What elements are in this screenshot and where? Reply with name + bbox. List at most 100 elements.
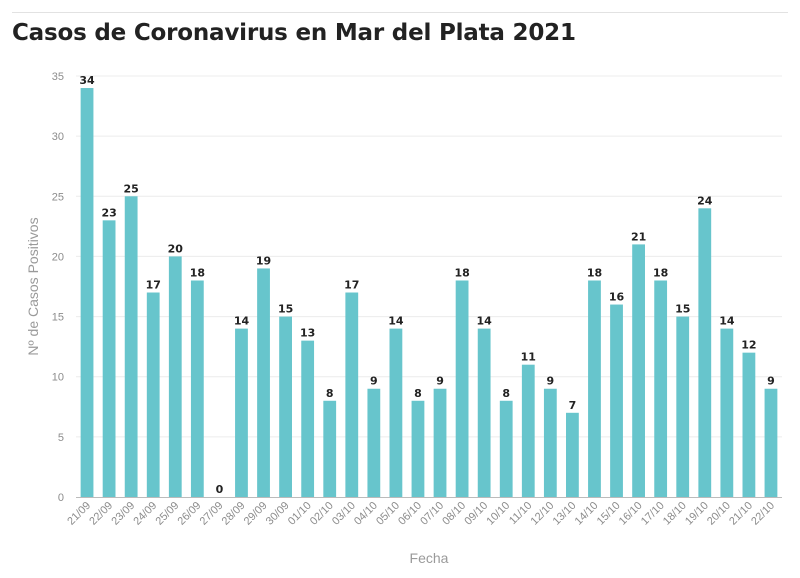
y-axis-title: Nº de Casos Positivos: [25, 217, 41, 355]
y-tick-label: 15: [52, 312, 64, 324]
data-label: 9: [370, 375, 378, 388]
data-label: 17: [146, 279, 161, 292]
bar-11-10: [521, 364, 535, 497]
y-tick-label: 25: [52, 191, 64, 203]
data-label: 15: [278, 303, 293, 316]
y-tick-label: 30: [52, 131, 64, 143]
y-tick-label: 10: [52, 372, 64, 384]
bar-02-10: [323, 400, 337, 497]
bar-20-10: [720, 328, 734, 497]
bar-30-09: [279, 316, 292, 497]
y-axis-ticks: 0 5 10 15 20 25 30 35: [52, 71, 64, 504]
x-tick-label: 15/10: [595, 500, 623, 528]
data-label: 11: [521, 351, 536, 364]
bar-09-10: [477, 328, 491, 497]
x-tick-label: 20/10: [705, 500, 733, 528]
x-tick-label: 16/10: [617, 500, 645, 528]
bar-26-09: [190, 280, 204, 497]
x-tick-label: 26/09: [176, 500, 204, 528]
bar-23-09: [124, 196, 138, 498]
bar-12-10: [543, 388, 557, 497]
data-label: 0: [216, 483, 224, 496]
bar-29-09: [257, 268, 270, 497]
data-label: 8: [502, 387, 510, 400]
data-label: 20: [168, 242, 184, 255]
x-tick-label: 21/10: [727, 500, 755, 528]
x-tick-label: 09/10: [462, 500, 490, 528]
data-label: 21: [631, 230, 646, 243]
bar-13-10: [566, 412, 579, 497]
bar-22-09: [102, 220, 116, 498]
bar-08-10: [455, 280, 469, 497]
bar-10-10: [499, 400, 513, 497]
data-label: 13: [300, 327, 315, 340]
bar-18-10: [676, 316, 690, 497]
bar-21-09: [80, 88, 94, 498]
x-tick-label: 21/09: [65, 500, 93, 528]
x-tick-label: 25/09: [153, 500, 181, 528]
bar-05-10: [389, 328, 403, 497]
data-label: 14: [719, 315, 735, 328]
bar-04-10: [367, 388, 381, 497]
bar-06-10: [411, 400, 425, 497]
x-tick-label: 13/10: [551, 500, 579, 528]
bar-07-10: [433, 388, 447, 497]
data-label: 24: [697, 194, 713, 207]
x-tick-label: 14/10: [573, 500, 601, 528]
x-tick-label: 08/10: [440, 500, 468, 528]
bar-17-10: [654, 280, 668, 497]
x-tick-label: 10/10: [484, 500, 512, 528]
top-divider: [12, 12, 788, 13]
data-label: 9: [547, 375, 555, 388]
data-label: 14: [388, 315, 404, 328]
x-tick-label: 29/09: [242, 500, 270, 528]
x-axis-ticks: 21/0922/0923/0924/0925/0926/0927/0928/09…: [65, 500, 777, 528]
bar-01-10: [301, 340, 315, 497]
gridlines: [76, 75, 782, 438]
x-tick-label: 12/10: [529, 500, 557, 528]
data-label: 18: [190, 266, 205, 279]
bar-24-09: [146, 292, 160, 497]
bar-15-10: [610, 304, 623, 497]
bar-25-09: [168, 256, 182, 497]
x-tick-label: 01/10: [286, 500, 314, 528]
bar-22-10: [764, 388, 778, 497]
bar-21-10: [742, 352, 756, 497]
x-tick-label: 18/10: [661, 500, 689, 528]
x-tick-label: 03/10: [330, 500, 358, 528]
data-label: 14: [234, 315, 250, 328]
data-label: 18: [587, 266, 602, 279]
data-label: 9: [436, 375, 444, 388]
data-label: 8: [326, 387, 334, 400]
y-tick-label: 20: [52, 251, 64, 263]
chart-title: Casos de Coronavirus en Mar del Plata 20…: [12, 20, 576, 46]
x-tick-label: 19/10: [683, 500, 711, 528]
data-label: 25: [124, 182, 139, 195]
x-tick-label: 06/10: [396, 500, 424, 528]
x-tick-label: 07/10: [418, 500, 446, 528]
x-tick-label: 22/10: [749, 500, 777, 528]
y-tick-label: 0: [58, 492, 64, 504]
data-label: 12: [741, 339, 756, 352]
x-tick-label: 02/10: [308, 500, 336, 528]
data-label: 14: [477, 315, 493, 328]
data-label: 15: [675, 303, 690, 316]
data-label: 18: [653, 266, 668, 279]
bar-14-10: [588, 280, 601, 497]
bars: [80, 88, 778, 498]
x-tick-label: 27/09: [198, 500, 226, 528]
y-tick-label: 35: [52, 71, 64, 83]
data-label: 9: [767, 375, 775, 388]
x-tick-label: 23/09: [109, 500, 137, 528]
data-label: 18: [454, 266, 469, 279]
data-label: 8: [414, 387, 422, 400]
data-label: 17: [344, 279, 359, 292]
y-tick-label: 5: [58, 432, 64, 444]
bar-28-09: [235, 328, 248, 497]
data-labels: 34 23 25 17 20 18 0 14 19 15 13 8 17 9 14 8 9 18 14 8 11 9 7 18…: [79, 74, 774, 496]
bar-16-10: [632, 244, 645, 497]
x-tick-label: 17/10: [639, 500, 667, 528]
data-label: 19: [256, 254, 271, 267]
data-label: 7: [569, 399, 577, 412]
